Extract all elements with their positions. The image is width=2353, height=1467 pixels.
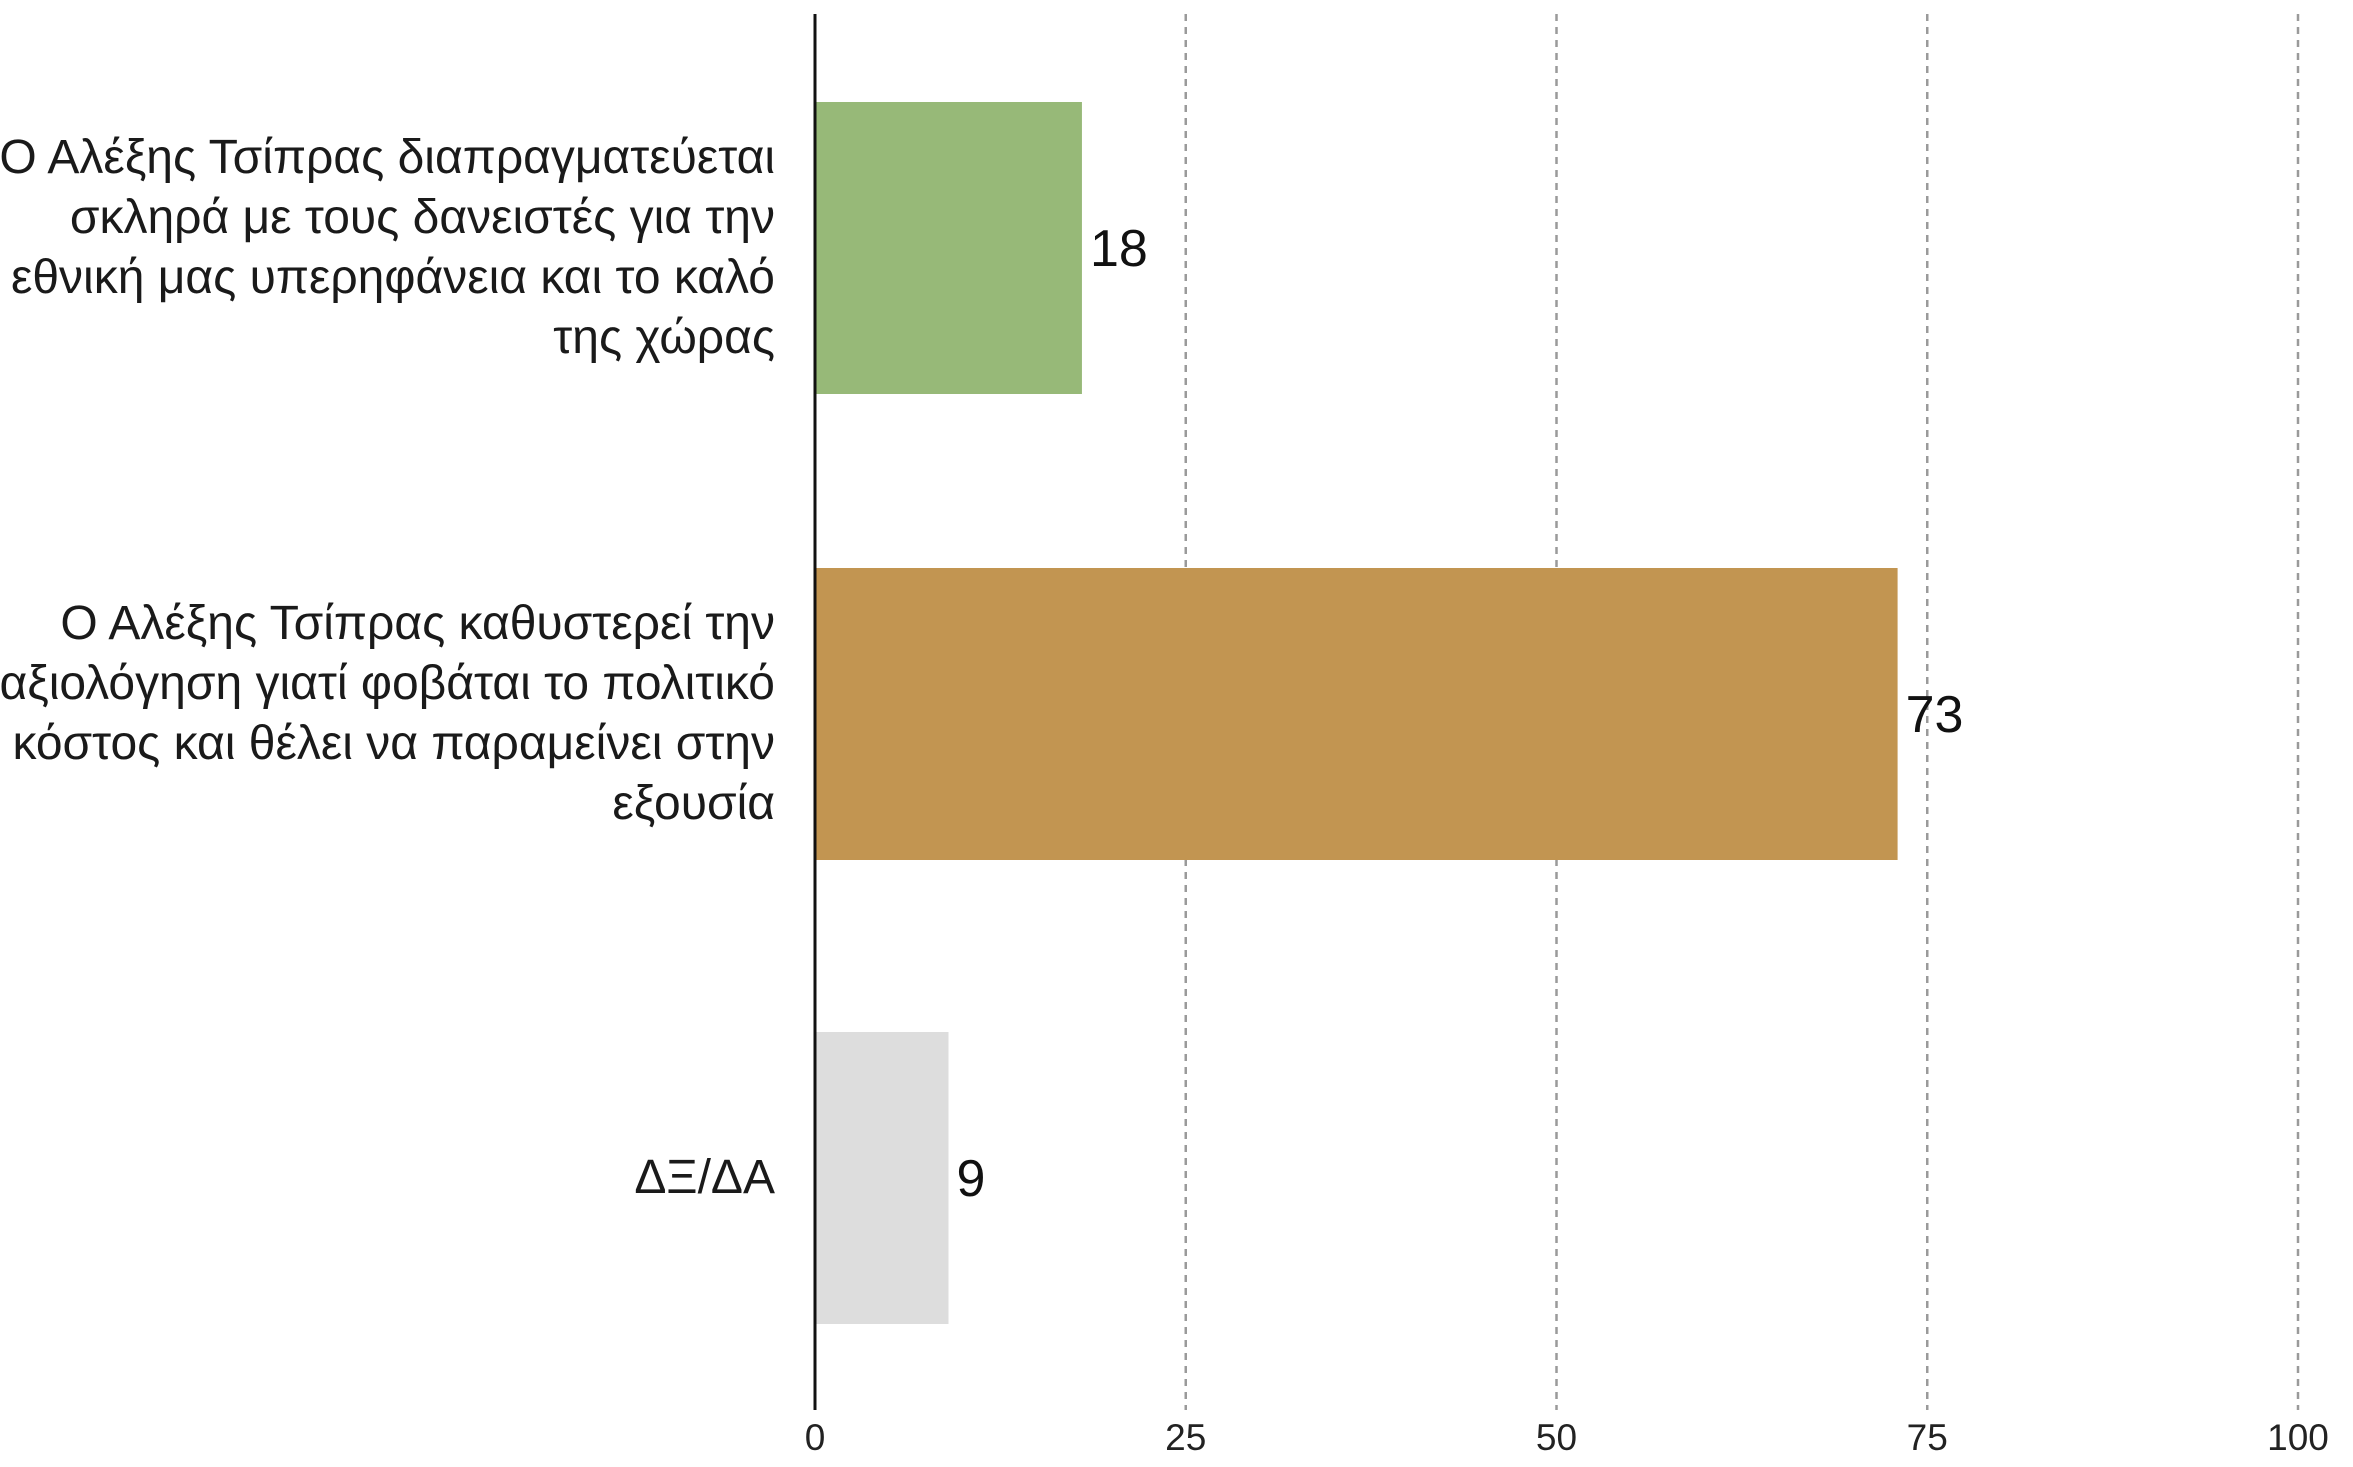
value-labels: 18 73 9 <box>956 220 1963 1208</box>
grid-lines <box>1184 14 2300 1410</box>
x-tick-labels: 0 25 50 75 100 <box>805 1417 2329 1458</box>
bar-2 <box>815 1032 949 1324</box>
value-label-2: 9 <box>956 1150 985 1208</box>
bar-0 <box>815 102 1082 394</box>
x-tick-label-25: 25 <box>1165 1417 1206 1458</box>
x-tick-label-100: 100 <box>2267 1417 2329 1458</box>
bar-1 <box>815 568 1898 860</box>
x-tick-label-0: 0 <box>805 1417 826 1458</box>
x-tick-label-75: 75 <box>1907 1417 1948 1458</box>
value-label-1: 73 <box>1906 686 1964 744</box>
bars <box>815 102 1898 1324</box>
category-label-negotiates: Ο Αλέξης Τσίπρας διαπραγματεύεται σκληρά… <box>0 131 775 364</box>
x-tick-label-50: 50 <box>1536 1417 1577 1458</box>
category-label-dont-know: ΔΞ/ΔΑ <box>634 1151 775 1204</box>
value-label-0: 18 <box>1090 220 1148 278</box>
category-label-delays: Ο Αλέξης Τσίπρας καθυστερεί την αξιολόγη… <box>0 597 775 830</box>
